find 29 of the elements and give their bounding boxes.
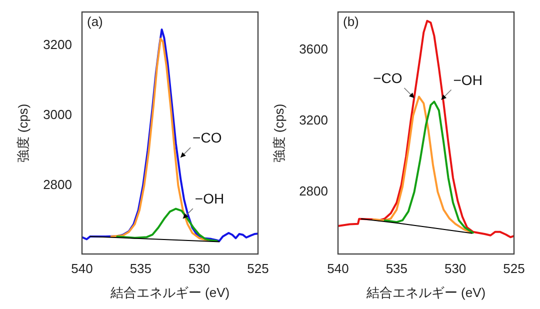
x-tick-label: 540 (327, 261, 349, 276)
y-axis-title: 強度 (cps) (271, 104, 286, 162)
y-tick-label: 2800 (43, 177, 72, 192)
annotation: −OH (194, 190, 224, 207)
x-axis-title: 結合エネルギー (eV) (109, 285, 230, 300)
y-tick-label: 3200 (299, 112, 328, 128)
line-series (384, 100, 474, 234)
y-tick-label: 3200 (43, 36, 72, 52)
chart-title: (a) (87, 14, 103, 29)
x-tick-label: 530 (188, 261, 210, 276)
line-series (372, 96, 473, 234)
y-axis-title: 強度 (cps) (15, 104, 30, 162)
annotation: −CO (192, 130, 222, 146)
x-tick-label: 525 (247, 261, 269, 276)
line-series (116, 208, 218, 242)
x-axis-title: 結合エネルギー (eV) (365, 285, 486, 300)
x-tick-label: 535 (386, 261, 408, 276)
y-tick-label: 2800 (299, 183, 328, 198)
y-tick-label: 3000 (43, 106, 72, 122)
x-tick-label: 535 (130, 261, 152, 276)
chart-title: (b) (343, 14, 359, 29)
y-tick-label: 3600 (299, 42, 328, 57)
x-tick-label: 525 (503, 261, 525, 276)
x-tick-label: 540 (71, 261, 93, 276)
line-series (360, 218, 472, 234)
annotation: −OH (453, 72, 482, 88)
line-series (82, 28, 258, 242)
annotation: −CO (373, 70, 402, 86)
x-tick-label: 530 (444, 261, 466, 276)
